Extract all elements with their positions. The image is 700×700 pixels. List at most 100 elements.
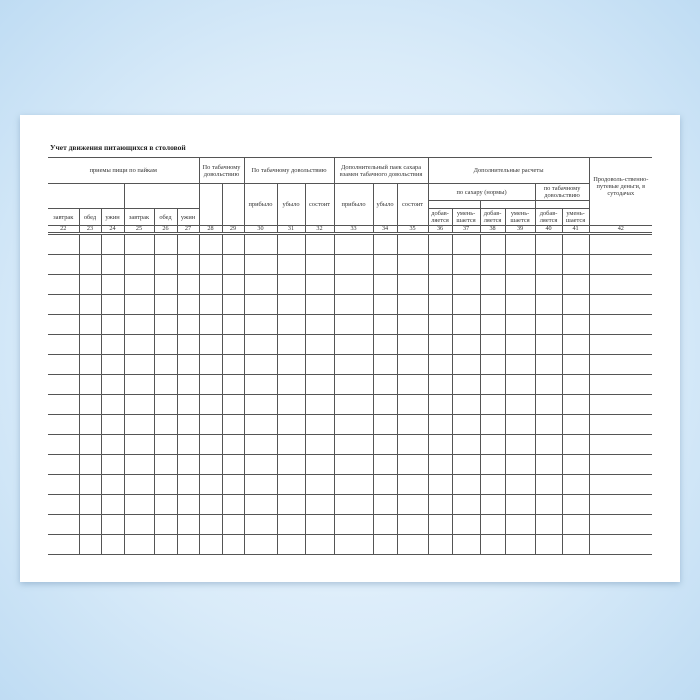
table-cell[interactable] xyxy=(372,534,398,555)
table-cell[interactable] xyxy=(451,414,481,435)
table-cell[interactable] xyxy=(504,414,536,435)
table-cell[interactable] xyxy=(561,494,590,515)
table-cell[interactable] xyxy=(561,374,590,395)
table-cell[interactable] xyxy=(153,414,178,435)
table-cell[interactable] xyxy=(100,374,125,395)
table-cell[interactable] xyxy=(123,314,155,335)
table-cell[interactable] xyxy=(153,534,178,555)
table-cell[interactable] xyxy=(243,414,278,435)
table-cell[interactable] xyxy=(479,534,506,555)
table-cell[interactable] xyxy=(427,294,453,315)
table-cell[interactable] xyxy=(78,274,102,295)
table-cell[interactable] xyxy=(100,274,125,295)
table-cell[interactable] xyxy=(588,474,653,495)
table-cell[interactable] xyxy=(153,334,178,355)
table-cell[interactable] xyxy=(78,514,102,535)
table-cell[interactable] xyxy=(176,334,200,355)
table-cell[interactable] xyxy=(333,254,374,275)
table-cell[interactable] xyxy=(198,254,223,275)
table-cell[interactable] xyxy=(176,494,200,515)
table-cell[interactable] xyxy=(221,494,245,515)
table-cell[interactable] xyxy=(100,394,125,415)
table-cell[interactable] xyxy=(333,314,374,335)
table-cell[interactable] xyxy=(372,354,398,375)
table-cell[interactable] xyxy=(372,314,398,335)
table-cell[interactable] xyxy=(427,314,453,335)
table-cell[interactable] xyxy=(534,514,563,535)
table-cell[interactable] xyxy=(588,414,653,435)
table-cell[interactable] xyxy=(304,394,335,415)
table-cell[interactable] xyxy=(451,294,481,315)
table-cell[interactable] xyxy=(78,374,102,395)
table-cell[interactable] xyxy=(198,314,223,335)
table-cell[interactable] xyxy=(372,394,398,415)
table-cell[interactable] xyxy=(479,494,506,515)
table-cell[interactable] xyxy=(48,354,80,375)
table-cell[interactable] xyxy=(243,254,278,275)
table-cell[interactable] xyxy=(176,294,200,315)
table-cell[interactable] xyxy=(396,354,429,375)
table-cell[interactable] xyxy=(479,274,506,295)
table-cell[interactable] xyxy=(427,454,453,475)
table-cell[interactable] xyxy=(123,494,155,515)
table-cell[interactable] xyxy=(123,514,155,535)
table-cell[interactable] xyxy=(100,474,125,495)
table-cell[interactable] xyxy=(451,254,481,275)
table-cell[interactable] xyxy=(198,374,223,395)
table-cell[interactable] xyxy=(588,394,653,415)
table-cell[interactable] xyxy=(561,274,590,295)
table-cell[interactable] xyxy=(372,274,398,295)
table-cell[interactable] xyxy=(333,354,374,375)
table-cell[interactable] xyxy=(221,274,245,295)
table-cell[interactable] xyxy=(123,334,155,355)
table-cell[interactable] xyxy=(276,254,306,275)
table-cell[interactable] xyxy=(48,434,80,455)
table-cell[interactable] xyxy=(451,354,481,375)
table-cell[interactable] xyxy=(372,494,398,515)
table-cell[interactable] xyxy=(48,474,80,495)
table-cell[interactable] xyxy=(479,454,506,475)
table-cell[interactable] xyxy=(276,434,306,455)
table-cell[interactable] xyxy=(561,334,590,355)
table-cell[interactable] xyxy=(504,454,536,475)
table-cell[interactable] xyxy=(451,534,481,555)
table-cell[interactable] xyxy=(176,354,200,375)
table-cell[interactable] xyxy=(479,414,506,435)
table-cell[interactable] xyxy=(176,274,200,295)
table-cell[interactable] xyxy=(304,374,335,395)
table-cell[interactable] xyxy=(304,414,335,435)
table-cell[interactable] xyxy=(276,414,306,435)
table-cell[interactable] xyxy=(78,233,102,255)
table-cell[interactable] xyxy=(78,454,102,475)
table-cell[interactable] xyxy=(534,374,563,395)
table-cell[interactable] xyxy=(561,454,590,475)
table-cell[interactable] xyxy=(479,514,506,535)
table-cell[interactable] xyxy=(396,334,429,355)
table-cell[interactable] xyxy=(372,514,398,535)
table-cell[interactable] xyxy=(534,294,563,315)
table-cell[interactable] xyxy=(396,254,429,275)
table-cell[interactable] xyxy=(153,294,178,315)
table-cell[interactable] xyxy=(372,233,398,255)
table-cell[interactable] xyxy=(123,394,155,415)
table-cell[interactable] xyxy=(221,354,245,375)
table-cell[interactable] xyxy=(221,414,245,435)
table-cell[interactable] xyxy=(451,374,481,395)
table-cell[interactable] xyxy=(534,274,563,295)
table-cell[interactable] xyxy=(48,414,80,435)
table-cell[interactable] xyxy=(304,494,335,515)
table-cell[interactable] xyxy=(561,514,590,535)
table-cell[interactable] xyxy=(479,294,506,315)
table-cell[interactable] xyxy=(123,534,155,555)
table-cell[interactable] xyxy=(333,394,374,415)
table-cell[interactable] xyxy=(534,254,563,275)
table-cell[interactable] xyxy=(372,474,398,495)
table-cell[interactable] xyxy=(276,294,306,315)
table-cell[interactable] xyxy=(176,534,200,555)
table-cell[interactable] xyxy=(427,233,453,255)
table-cell[interactable] xyxy=(504,294,536,315)
table-cell[interactable] xyxy=(48,314,80,335)
table-cell[interactable] xyxy=(153,454,178,475)
table-cell[interactable] xyxy=(198,354,223,375)
table-cell[interactable] xyxy=(78,394,102,415)
